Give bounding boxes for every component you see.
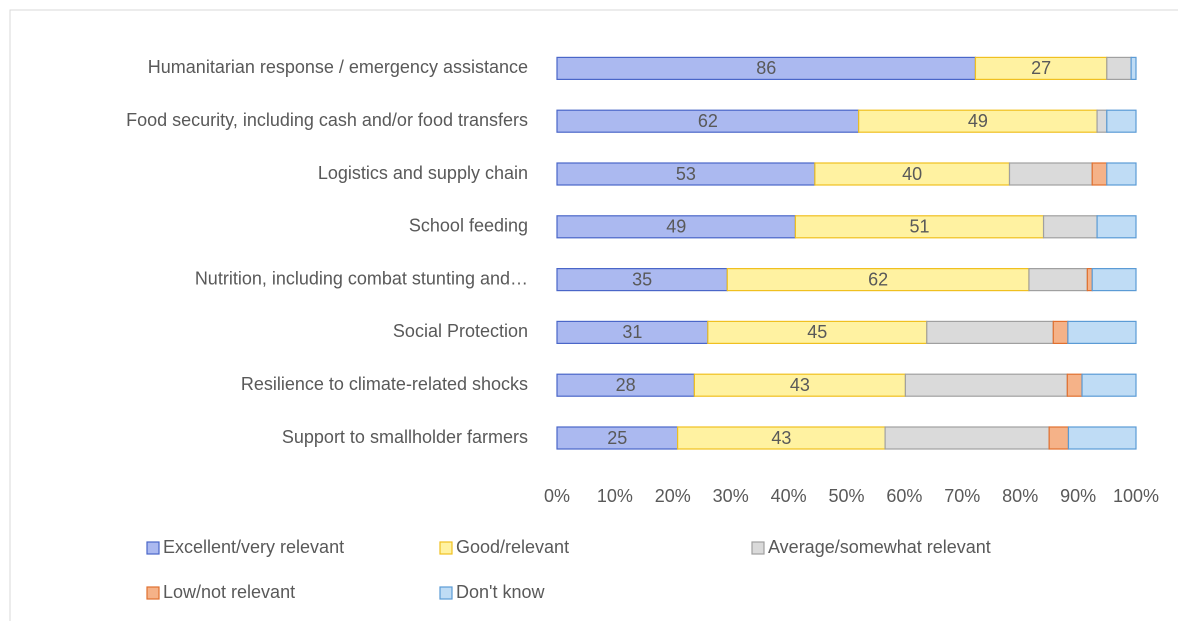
data-label: 31 bbox=[622, 322, 642, 342]
x-tick-label: 30% bbox=[713, 486, 749, 506]
legend-label: Good/relevant bbox=[456, 537, 569, 557]
data-label: 51 bbox=[909, 217, 929, 237]
bar-segment bbox=[1106, 56, 1132, 81]
bar-segment bbox=[1067, 426, 1137, 450]
y-tick-label: Logistics and supply chain bbox=[318, 163, 528, 183]
data-label: 86 bbox=[756, 58, 776, 78]
x-tick-label: 70% bbox=[944, 486, 980, 506]
legend-label: Average/somewhat relevant bbox=[768, 537, 991, 557]
x-tick-label: 50% bbox=[828, 486, 864, 506]
legend-swatch bbox=[439, 541, 453, 555]
chart-frame bbox=[9, 9, 1178, 621]
legend-swatch bbox=[439, 586, 453, 600]
bar-segment bbox=[926, 320, 1054, 344]
y-tick-label: Food security, including cash and/or foo… bbox=[126, 110, 528, 130]
bar-segment bbox=[1106, 162, 1137, 186]
x-tick-label: 60% bbox=[886, 486, 922, 506]
y-tick-label: Resilience to climate-related shocks bbox=[241, 374, 528, 394]
bar-segment bbox=[1091, 162, 1108, 186]
data-label: 49 bbox=[968, 111, 988, 131]
bar-segment bbox=[1028, 268, 1088, 292]
data-label: 28 bbox=[616, 375, 636, 395]
legend-label: Low/not relevant bbox=[163, 582, 295, 602]
x-tick-label: 80% bbox=[1002, 486, 1038, 506]
bar-segment bbox=[1091, 268, 1137, 292]
x-tick-label: 40% bbox=[771, 486, 807, 506]
bar-segment bbox=[1042, 215, 1098, 239]
bar-segment bbox=[1096, 215, 1137, 239]
bar-segment bbox=[1067, 320, 1137, 344]
y-tick-label: Humanitarian response / emergency assist… bbox=[148, 57, 528, 77]
legend-label: Excellent/very relevant bbox=[163, 537, 344, 557]
data-label: 62 bbox=[698, 111, 718, 131]
bar-segment bbox=[1106, 109, 1137, 133]
y-tick-label: Social Protection bbox=[393, 321, 528, 341]
x-tick-label: 0% bbox=[544, 486, 570, 506]
y-tick-label: Nutrition, including combat stunting and… bbox=[195, 268, 528, 288]
bar-segment bbox=[884, 426, 1050, 450]
legend-label: Don't know bbox=[456, 582, 545, 602]
legend-swatch bbox=[146, 541, 160, 555]
data-label: 43 bbox=[771, 428, 791, 448]
data-label: 53 bbox=[676, 164, 696, 184]
data-label: 40 bbox=[902, 164, 922, 184]
legend-swatch bbox=[146, 586, 160, 600]
x-tick-label: 20% bbox=[655, 486, 691, 506]
bar-segment bbox=[1130, 56, 1137, 81]
bar-segment bbox=[1048, 426, 1070, 450]
legend-swatch bbox=[751, 541, 765, 555]
bar-segment bbox=[1066, 373, 1083, 397]
data-label: 35 bbox=[632, 269, 652, 289]
bar-segment bbox=[1086, 268, 1093, 292]
data-label: 27 bbox=[1031, 58, 1051, 78]
x-tick-label: 100% bbox=[1113, 486, 1159, 506]
y-tick-label: Support to smallholder farmers bbox=[282, 427, 528, 447]
data-label: 25 bbox=[607, 428, 627, 448]
bar-segment bbox=[1008, 162, 1093, 186]
data-label: 62 bbox=[868, 269, 888, 289]
x-tick-label: 90% bbox=[1060, 486, 1096, 506]
data-label: 45 bbox=[807, 322, 827, 342]
y-tick-label: School feeding bbox=[409, 216, 528, 236]
data-label: 49 bbox=[666, 217, 686, 237]
bar-segment bbox=[1096, 109, 1108, 133]
data-label: 43 bbox=[790, 375, 810, 395]
bar-segment bbox=[904, 373, 1068, 397]
bar-segment bbox=[1052, 320, 1069, 344]
x-tick-label: 10% bbox=[597, 486, 633, 506]
bar-segment bbox=[1081, 373, 1137, 397]
